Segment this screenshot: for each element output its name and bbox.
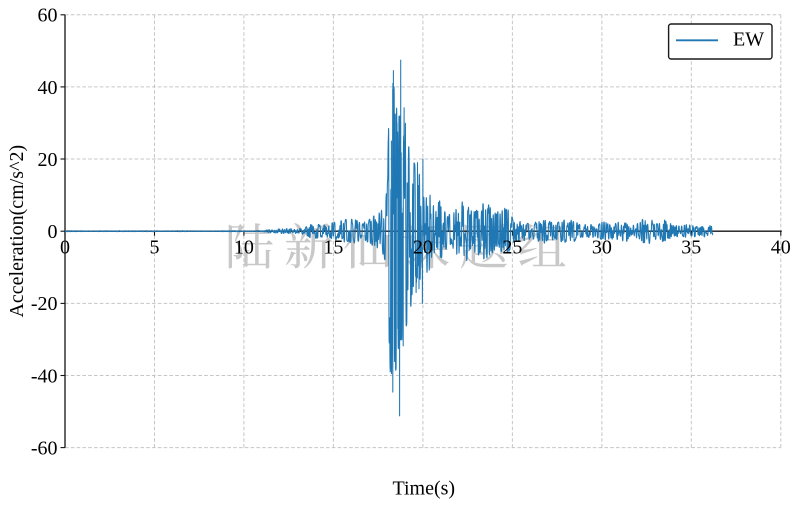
svg-text:0: 0 bbox=[60, 237, 70, 259]
svg-text:Acceleration(cm/s^2): Acceleration(cm/s^2) bbox=[6, 145, 28, 318]
svg-text:35: 35 bbox=[681, 237, 701, 259]
svg-text:20: 20 bbox=[413, 237, 433, 259]
svg-text:5: 5 bbox=[150, 237, 160, 259]
svg-text:40: 40 bbox=[38, 77, 58, 99]
svg-text:-40: -40 bbox=[31, 365, 58, 387]
svg-text:-20: -20 bbox=[31, 293, 58, 315]
svg-text:25: 25 bbox=[502, 237, 522, 259]
svg-text:10: 10 bbox=[234, 237, 254, 259]
svg-text:30: 30 bbox=[592, 237, 612, 259]
svg-text:40: 40 bbox=[771, 237, 791, 259]
svg-text:-60: -60 bbox=[31, 438, 58, 460]
svg-text:20: 20 bbox=[38, 149, 58, 171]
svg-text:0: 0 bbox=[48, 221, 58, 243]
svg-text:Time(s): Time(s) bbox=[392, 478, 455, 500]
svg-text:EW: EW bbox=[733, 29, 764, 51]
svg-text:15: 15 bbox=[323, 237, 343, 259]
svg-text:60: 60 bbox=[38, 5, 58, 27]
